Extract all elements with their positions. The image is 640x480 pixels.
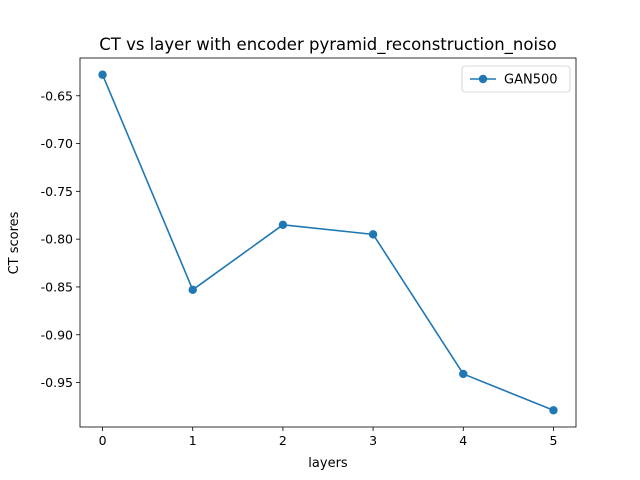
x-tick-label: 2 [279,433,287,448]
y-tick-label: -0.65 [41,88,73,103]
plot-area: 0 1 2 3 4 5 -0.65 -0.70 -0.75 -0.80 -0.85 -0.90 -0.9… [41,57,577,448]
data-point [549,406,558,415]
y-tick-label: -0.90 [41,327,73,342]
chart-title: CT vs layer with encoder pyramid_reconst… [99,35,557,55]
x-tick-label: 5 [549,433,557,448]
x-tick-label: 1 [189,433,197,448]
y-axis-label: CT scores [7,211,22,274]
y-tick-label: -0.75 [41,184,73,199]
legend-marker [478,74,488,84]
x-tick-label: 4 [459,433,467,448]
y-tick-label: -0.95 [41,375,73,390]
data-point [368,230,378,239]
y-tick-label: -0.80 [41,232,73,247]
legend-label: GAN500 [504,73,558,88]
x-tick-label: 0 [99,433,107,448]
axes-frame [79,57,577,428]
x-axis-label: layers [308,456,348,471]
x-tick-label: 3 [369,433,377,448]
data-point [188,285,197,295]
y-tick-label: -0.85 [41,279,73,294]
legend-box [461,65,571,93]
series-line [101,74,554,412]
data-point [278,220,288,230]
data-point [98,70,107,79]
data-point [459,369,468,379]
y-tick-label: -0.70 [41,136,73,151]
